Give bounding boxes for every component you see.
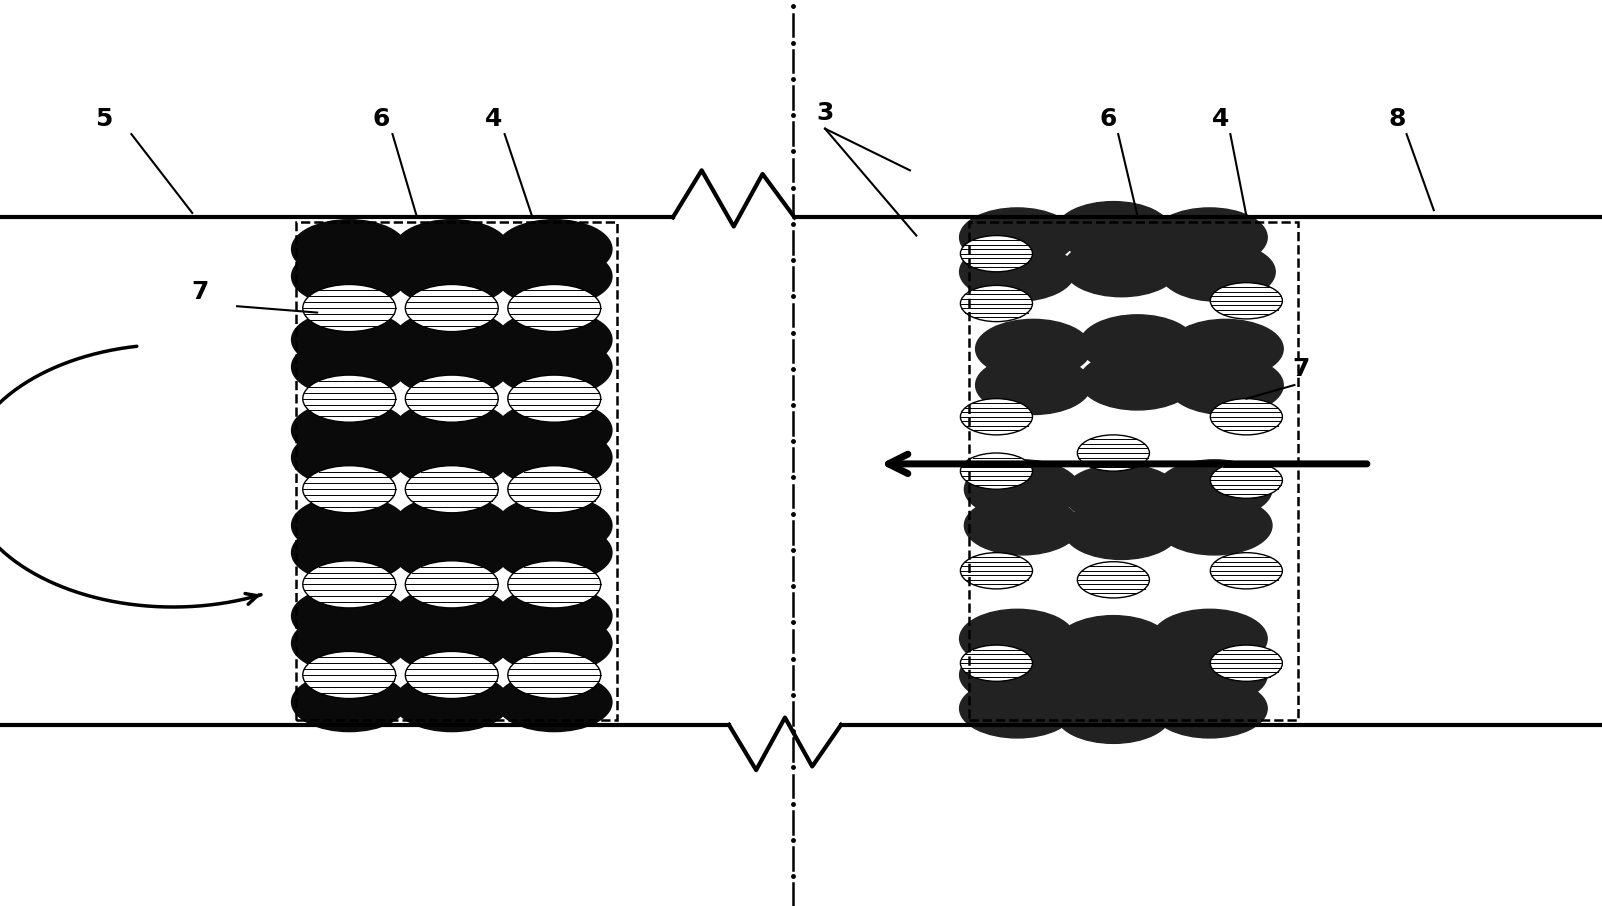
Ellipse shape	[960, 243, 1075, 302]
Text: 5: 5	[96, 108, 112, 131]
Ellipse shape	[1157, 460, 1272, 518]
Ellipse shape	[497, 310, 612, 370]
Ellipse shape	[1080, 314, 1195, 373]
Ellipse shape	[1210, 399, 1283, 435]
Ellipse shape	[394, 219, 509, 279]
Text: 8: 8	[1389, 108, 1405, 131]
Ellipse shape	[394, 672, 509, 732]
Ellipse shape	[1152, 680, 1267, 737]
Ellipse shape	[405, 561, 498, 608]
Ellipse shape	[1064, 237, 1179, 297]
Ellipse shape	[292, 338, 407, 397]
Ellipse shape	[1210, 553, 1283, 589]
Ellipse shape	[1168, 356, 1283, 415]
Ellipse shape	[394, 400, 509, 459]
Ellipse shape	[497, 246, 612, 306]
Ellipse shape	[960, 285, 1033, 322]
Ellipse shape	[497, 400, 612, 459]
Ellipse shape	[405, 466, 498, 513]
Bar	[969, 222, 1298, 720]
Ellipse shape	[292, 219, 407, 279]
Ellipse shape	[1064, 464, 1179, 523]
Ellipse shape	[1064, 500, 1179, 559]
Ellipse shape	[508, 466, 601, 513]
Ellipse shape	[292, 614, 407, 672]
Ellipse shape	[1056, 685, 1171, 743]
Ellipse shape	[394, 338, 509, 397]
Ellipse shape	[394, 523, 509, 583]
Ellipse shape	[292, 587, 407, 645]
Ellipse shape	[405, 284, 498, 332]
Ellipse shape	[292, 310, 407, 370]
Ellipse shape	[497, 429, 612, 487]
Ellipse shape	[960, 207, 1075, 266]
Ellipse shape	[1056, 616, 1171, 674]
Ellipse shape	[1210, 283, 1283, 319]
Ellipse shape	[405, 375, 498, 422]
Text: 4: 4	[485, 108, 501, 131]
Ellipse shape	[960, 399, 1033, 435]
Ellipse shape	[960, 553, 1033, 589]
Ellipse shape	[405, 651, 498, 699]
Ellipse shape	[1077, 562, 1150, 598]
Ellipse shape	[960, 236, 1033, 272]
Ellipse shape	[1168, 320, 1283, 379]
Text: 3: 3	[817, 101, 833, 125]
Ellipse shape	[1152, 610, 1267, 669]
Ellipse shape	[1157, 496, 1272, 554]
Ellipse shape	[497, 219, 612, 279]
Ellipse shape	[292, 400, 407, 459]
Ellipse shape	[394, 587, 509, 645]
Ellipse shape	[508, 561, 601, 608]
Ellipse shape	[1160, 243, 1275, 302]
Text: 7: 7	[192, 280, 208, 304]
Ellipse shape	[1152, 645, 1267, 705]
Ellipse shape	[1077, 435, 1150, 471]
Ellipse shape	[508, 651, 601, 699]
Ellipse shape	[394, 614, 509, 672]
Ellipse shape	[292, 523, 407, 583]
Ellipse shape	[1210, 462, 1283, 498]
Ellipse shape	[292, 496, 407, 554]
Ellipse shape	[508, 284, 601, 332]
Ellipse shape	[960, 453, 1033, 489]
Ellipse shape	[497, 523, 612, 583]
Ellipse shape	[1056, 652, 1171, 710]
Ellipse shape	[497, 587, 612, 645]
Ellipse shape	[964, 460, 1080, 518]
Ellipse shape	[1152, 207, 1267, 266]
Ellipse shape	[394, 246, 509, 306]
Ellipse shape	[292, 672, 407, 732]
Ellipse shape	[960, 610, 1075, 669]
Ellipse shape	[303, 651, 396, 699]
Ellipse shape	[303, 466, 396, 513]
Ellipse shape	[497, 614, 612, 672]
Text: 4: 4	[1213, 108, 1229, 131]
Ellipse shape	[497, 496, 612, 554]
Ellipse shape	[303, 284, 396, 332]
Ellipse shape	[508, 375, 601, 422]
Ellipse shape	[1080, 351, 1195, 410]
Ellipse shape	[292, 429, 407, 487]
Ellipse shape	[497, 338, 612, 397]
Ellipse shape	[960, 645, 1033, 681]
Ellipse shape	[292, 246, 407, 306]
Ellipse shape	[394, 310, 509, 370]
Ellipse shape	[960, 680, 1075, 737]
Ellipse shape	[1056, 201, 1171, 261]
Ellipse shape	[976, 356, 1091, 415]
Ellipse shape	[394, 429, 509, 487]
Ellipse shape	[960, 645, 1075, 705]
Ellipse shape	[964, 496, 1080, 554]
Ellipse shape	[497, 672, 612, 732]
Text: 6: 6	[373, 108, 389, 131]
Text: 6: 6	[1101, 108, 1117, 131]
Bar	[296, 222, 617, 720]
Ellipse shape	[394, 496, 509, 554]
Text: 7: 7	[1293, 357, 1309, 381]
Ellipse shape	[303, 375, 396, 422]
Ellipse shape	[976, 320, 1091, 379]
Ellipse shape	[1210, 645, 1283, 681]
Ellipse shape	[303, 561, 396, 608]
